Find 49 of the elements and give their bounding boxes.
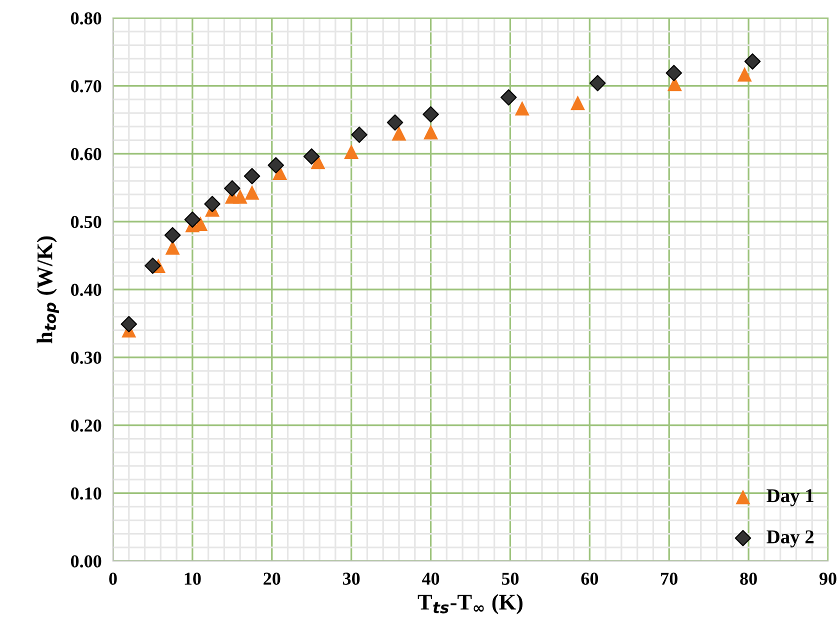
point <box>422 106 439 123</box>
x-tick-label: 0 <box>109 572 117 585</box>
point <box>120 316 138 332</box>
x-tick-label: 90 <box>819 572 836 585</box>
y-tick-label: 0.70 <box>70 80 102 92</box>
x-tick-label: 40 <box>422 572 440 585</box>
point <box>351 126 368 143</box>
point <box>204 196 220 212</box>
y-tick-label: 0.50 <box>70 216 102 228</box>
x-axis-title: T$_{ts}$-T$_{∞}$ (K) <box>418 594 522 614</box>
x-tick-label: 60 <box>581 572 598 585</box>
point <box>244 168 260 184</box>
point <box>224 180 240 197</box>
y-tick-label: 0.30 <box>70 352 102 364</box>
y-tick-label: 0.20 <box>70 420 102 432</box>
point <box>164 227 181 244</box>
x-tick-label: 30 <box>342 572 360 585</box>
point <box>144 258 161 274</box>
point <box>310 154 326 170</box>
legend-label: Day 2 <box>766 530 814 548</box>
x-tick-label: 20 <box>264 572 280 585</box>
point <box>232 189 248 204</box>
x-tick-label: 10 <box>184 572 201 585</box>
y-tick-label: 0.60 <box>70 148 102 160</box>
point <box>386 114 404 131</box>
x-tick-label: 50 <box>502 572 519 585</box>
point <box>392 126 406 141</box>
point <box>744 53 761 70</box>
y-tick-label: 0.10 <box>70 487 102 500</box>
point <box>303 148 320 165</box>
x-tick-label: 80 <box>740 572 757 585</box>
point <box>589 75 606 92</box>
point <box>244 185 260 200</box>
point <box>500 89 517 106</box>
point <box>666 64 682 82</box>
y-tick-label: 0.00 <box>70 555 102 568</box>
point <box>423 124 438 140</box>
point <box>514 100 530 116</box>
point <box>344 144 359 159</box>
y-tick-label: 0.40 <box>70 284 102 296</box>
y-axis-title: h$_{top}$ (W/K) <box>36 236 60 344</box>
point <box>165 240 180 255</box>
x-tick-label: 70 <box>661 572 678 585</box>
point <box>184 211 201 228</box>
legend-label: Day 1 <box>766 489 814 506</box>
point <box>268 157 284 174</box>
point <box>570 96 586 110</box>
point <box>737 67 752 82</box>
y-tick-label: 0.80 <box>70 12 102 25</box>
